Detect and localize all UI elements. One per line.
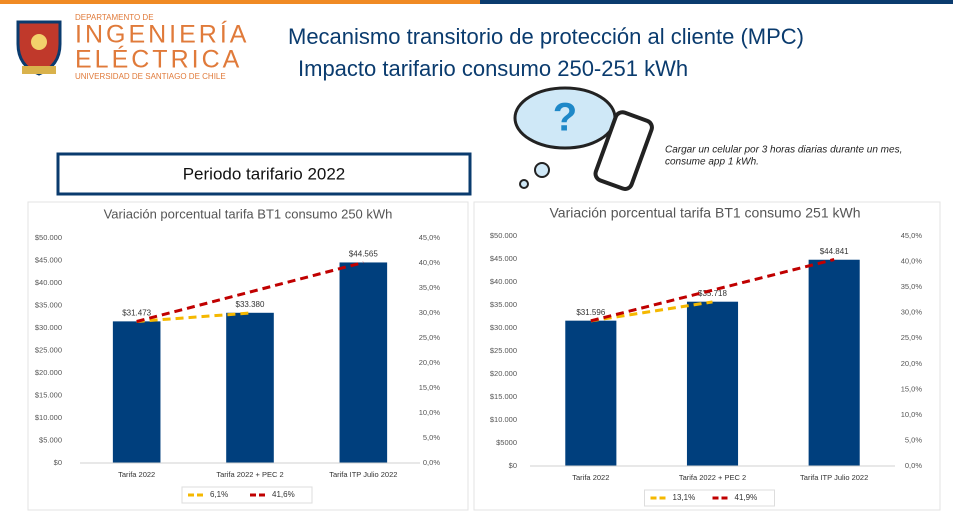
- x-tick-label: Tarifa ITP Julio 2022: [800, 473, 868, 482]
- y2-tick-label: 40,0%: [419, 258, 441, 267]
- line-series: [136, 261, 364, 323]
- x-tick-label: Tarifa 2022 + PEC 2: [216, 470, 283, 479]
- top-bar: [480, 0, 953, 4]
- y2-tick-label: 45,0%: [901, 231, 923, 240]
- callout-text: Cargar un celular por 3 horas diarias du…: [665, 145, 902, 156]
- y-tick-label: $25.000: [490, 346, 517, 355]
- callout-text: consume app 1 kWh.: [665, 157, 759, 168]
- top-bar: [0, 0, 480, 4]
- y2-tick-label: 20,0%: [419, 358, 441, 367]
- y2-tick-label: 30,0%: [901, 308, 923, 317]
- y-tick-label: $20.000: [490, 369, 517, 378]
- y-tick-label: $15.000: [35, 390, 62, 399]
- y2-tick-label: 45,0%: [419, 233, 441, 242]
- phone-icon: [593, 110, 654, 191]
- y-tick-label: $45.000: [35, 255, 62, 264]
- dept-line2: ELÉCTRICA: [75, 45, 242, 74]
- y2-tick-label: 25,0%: [901, 333, 923, 342]
- legend-box: [181, 486, 313, 504]
- y2-tick-label: 5,0%: [423, 433, 440, 442]
- x-tick-label: Tarifa 2022: [118, 470, 155, 479]
- bar: [339, 262, 388, 463]
- y-tick-label: $15.000: [490, 392, 517, 401]
- chart-title: Variación porcentual tarifa BT1 consumo …: [549, 205, 860, 221]
- line-series: [590, 300, 713, 323]
- bar: [808, 259, 860, 466]
- y-tick-label: $10.000: [490, 415, 517, 424]
- slide-subtitle: Impacto tarifario consumo 250-251 kWh: [298, 56, 688, 81]
- logo: [16, 20, 62, 76]
- y2-tick-label: 20,0%: [901, 359, 923, 368]
- y2-tick-label: 25,0%: [419, 333, 441, 342]
- chart-panel: [473, 201, 941, 511]
- svg-text:?: ?: [553, 96, 577, 140]
- y-tick-label: $40.000: [490, 277, 517, 286]
- legend-label: 13,1%: [673, 493, 696, 502]
- period-label: Periodo tarifario 2022: [183, 164, 346, 183]
- dept-small: DEPARTAMENTO DE: [75, 13, 154, 22]
- y2-tick-label: 0,0%: [905, 461, 922, 470]
- thought-icon: ?: [513, 86, 617, 189]
- y2-tick-label: 30,0%: [419, 308, 441, 317]
- y2-tick-label: 35,0%: [901, 282, 923, 291]
- y2-tick-label: 15,0%: [419, 383, 441, 392]
- y-tick-label: $50.000: [490, 231, 517, 240]
- bar: [686, 301, 739, 466]
- dept-line1: INGENIERÍA: [75, 20, 249, 49]
- y-tick-label: $45.000: [490, 254, 517, 263]
- legend-label: 41,6%: [272, 490, 295, 499]
- chart-panel: [27, 201, 469, 511]
- legend-label: 41,9%: [735, 493, 758, 502]
- line-series: [590, 258, 835, 323]
- x-tick-label: Tarifa 2022: [572, 473, 609, 482]
- y-tick-label: $0: [509, 461, 517, 470]
- y-tick-label: $40.000: [35, 278, 62, 287]
- university: UNIVERSIDAD DE SANTIAGO DE CHILE: [75, 72, 226, 81]
- y2-tick-label: 15,0%: [901, 384, 923, 393]
- y-tick-label: $35.000: [490, 300, 517, 309]
- y-tick-label: $35.000: [35, 300, 62, 309]
- y2-tick-label: 0,0%: [423, 458, 440, 467]
- value-label: $44.841: [820, 247, 849, 256]
- y-tick-label: $30.000: [35, 323, 62, 332]
- bar: [112, 321, 161, 463]
- legend-box: [644, 489, 775, 507]
- y2-tick-label: 10,0%: [901, 410, 923, 419]
- y2-tick-label: 5,0%: [905, 435, 922, 444]
- legend-label: 6,1%: [210, 490, 228, 499]
- y2-tick-label: 35,0%: [419, 283, 441, 292]
- y-tick-label: $30.000: [490, 323, 517, 332]
- value-label: $31.596: [576, 308, 605, 317]
- y2-tick-label: 40,0%: [901, 257, 923, 266]
- value-label: $33.380: [236, 300, 265, 309]
- chart-title: Variación porcentual tarifa BT1 consumo …: [104, 206, 393, 221]
- value-label: $44.565: [349, 250, 378, 259]
- bar: [565, 320, 617, 466]
- y-tick-label: $10.000: [35, 413, 62, 422]
- slide-title: Mecanismo transitorio de protección al c…: [288, 24, 804, 49]
- y-tick-label: $50.000: [35, 233, 62, 242]
- x-tick-label: Tarifa ITP Julio 2022: [329, 470, 397, 479]
- x-tick-label: Tarifa 2022 + PEC 2: [679, 473, 746, 482]
- period-box: [56, 152, 472, 196]
- line-series: [136, 311, 251, 323]
- bar: [226, 312, 274, 463]
- y-tick-label: $5000: [496, 438, 517, 447]
- value-label: $35.718: [698, 289, 727, 298]
- y-tick-label: $5.000: [39, 435, 62, 444]
- y-tick-label: $20.000: [35, 368, 62, 377]
- value-label: $31.473: [122, 308, 151, 317]
- y-tick-label: $25.000: [35, 345, 62, 354]
- y2-tick-label: 10,0%: [419, 408, 441, 417]
- y-tick-label: $0: [54, 458, 62, 467]
